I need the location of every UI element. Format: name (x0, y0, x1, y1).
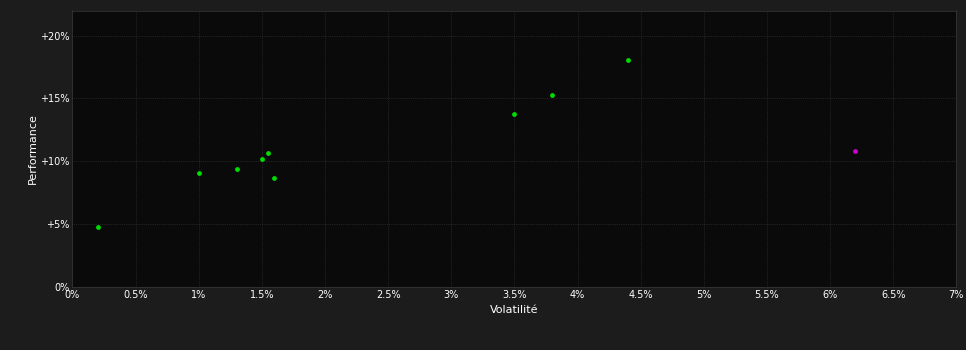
Point (847, 148, 863, 154)
Point (267, 175, 282, 181)
Point (545, 92, 560, 98)
Point (229, 166, 244, 172)
X-axis label: Volatilité: Volatilité (490, 305, 539, 315)
Y-axis label: Performance: Performance (27, 113, 38, 184)
Point (620, 57, 636, 62)
Point (191, 170, 207, 175)
Point (261, 150, 276, 155)
Point (90, 224, 105, 230)
Point (254, 156, 270, 162)
Point (506, 111, 522, 116)
